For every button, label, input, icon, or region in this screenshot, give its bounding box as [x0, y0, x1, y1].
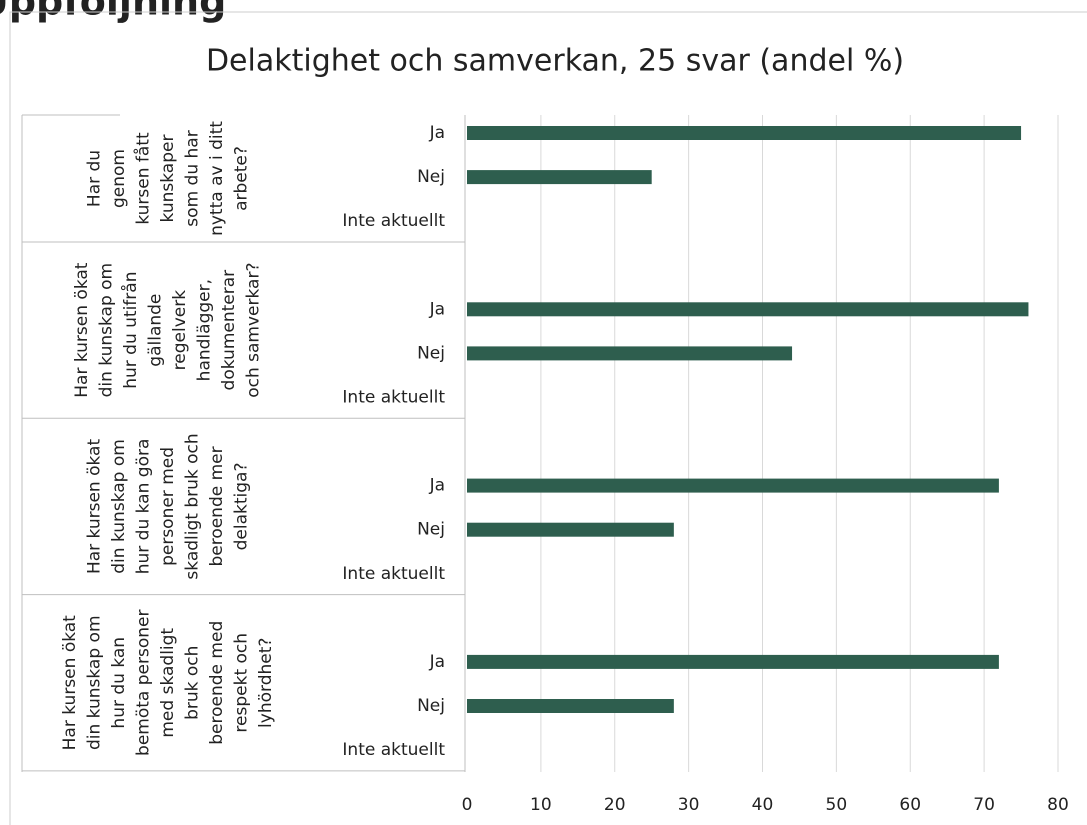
- group-label: kunskaper: [158, 135, 178, 223]
- group-label: som du har: [183, 130, 203, 226]
- category-label: Nej: [417, 167, 445, 187]
- bar: [467, 699, 674, 713]
- category-label: Ja: [429, 123, 445, 143]
- group-label: Har kursen ökat: [85, 439, 105, 575]
- category-label: Nej: [417, 696, 445, 716]
- category-label: Nej: [417, 343, 445, 363]
- category-label: Nej: [417, 520, 445, 540]
- x-tick-label: 10: [530, 795, 552, 815]
- category-label: Ja: [429, 476, 445, 496]
- group-label: din kunskap om: [97, 263, 117, 398]
- group-label: din kunskap om: [85, 615, 105, 750]
- group-label: hur du utifrån: [120, 272, 141, 389]
- group-label: Har kursen ökat: [72, 262, 92, 398]
- group-label: Har kursen ökat: [60, 615, 80, 751]
- bar: [467, 126, 1022, 140]
- x-tick-label: 20: [604, 795, 626, 815]
- group-label: beroende med: [207, 621, 227, 745]
- chart-border: [9, 11, 1087, 825]
- group-label: delaktiga?: [232, 463, 252, 551]
- category-label: Ja: [429, 299, 445, 319]
- bar: [467, 346, 793, 361]
- group-label: bemöta personer: [134, 610, 154, 756]
- group-label: Har du: [85, 150, 105, 207]
- category-label: Inte aktuellt: [342, 740, 445, 760]
- group-label: dokumenterar: [219, 270, 239, 391]
- category-label: Inte aktuellt: [342, 564, 445, 584]
- group-label: handlägger,: [195, 279, 215, 381]
- group-label: hur du kan göra: [134, 439, 154, 575]
- x-tick-label: 40: [752, 795, 774, 815]
- category-label: Inte aktuellt: [342, 388, 445, 408]
- group-label: med skadligt: [158, 628, 178, 738]
- group-label: din kunskap om: [109, 439, 129, 574]
- x-tick-label: 60: [899, 795, 921, 815]
- bar: [467, 522, 674, 537]
- group-label: genom: [109, 149, 129, 208]
- category-label: Ja: [429, 652, 445, 672]
- group-label: hur du kan: [109, 637, 129, 729]
- group-label: kursen fått: [133, 132, 154, 225]
- group-label: regelverk: [170, 290, 190, 371]
- bar: [467, 170, 652, 185]
- bar: [467, 654, 999, 669]
- group-label: nytta av i ditt: [207, 121, 227, 236]
- group-label: beroende mer: [207, 446, 227, 566]
- x-tick-label: 70: [973, 795, 995, 815]
- group-label: respekt och: [232, 633, 252, 733]
- group-label: och samverkar?: [244, 263, 264, 398]
- x-tick-label: 30: [678, 795, 700, 815]
- category-label: Inte aktuellt: [342, 211, 445, 231]
- bar: [467, 302, 1029, 317]
- x-tick-label: 80: [1047, 795, 1069, 815]
- group-label: arbete?: [232, 146, 252, 211]
- group-label: lyhördhet?: [256, 638, 276, 728]
- group-label: gällande: [146, 294, 166, 367]
- chart-title: Delaktighet och samverkan, 25 svar (ande…: [206, 44, 904, 79]
- x-tick-label: 50: [826, 795, 848, 815]
- bar: [467, 478, 999, 493]
- group-label: bruk och: [183, 646, 203, 720]
- group-label: skadligt bruk och: [183, 433, 203, 579]
- group-label: personer med: [158, 447, 178, 566]
- x-tick-label: 0: [462, 795, 473, 815]
